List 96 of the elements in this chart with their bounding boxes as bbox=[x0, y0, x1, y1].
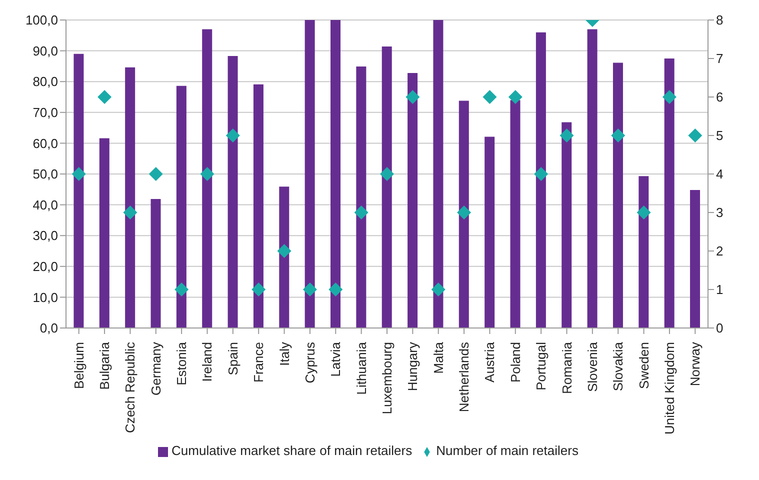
bar bbox=[510, 100, 520, 328]
y-tick-label: 10,0 bbox=[32, 290, 58, 305]
bar bbox=[150, 198, 161, 328]
point bbox=[534, 167, 548, 181]
x-tick-label: Czech Republic bbox=[122, 342, 138, 434]
point bbox=[328, 282, 343, 296]
x-tick-label: Malta bbox=[430, 341, 446, 374]
bar bbox=[125, 67, 136, 328]
bar bbox=[664, 58, 674, 328]
y2-tick-label: 7 bbox=[716, 51, 724, 66]
point bbox=[226, 128, 240, 142]
x-tick-label: Slovenia bbox=[584, 341, 600, 392]
bar bbox=[228, 56, 238, 328]
legend-label: Number of main retailers bbox=[436, 443, 578, 458]
bar bbox=[587, 29, 598, 328]
y2-tick-label: 6 bbox=[716, 90, 724, 105]
point bbox=[431, 282, 446, 296]
y2-tick-label: 1 bbox=[716, 282, 724, 298]
y2-tick-label: 8 bbox=[716, 12, 724, 28]
point bbox=[688, 128, 702, 142]
y2-tick-label: 3 bbox=[716, 205, 724, 220]
bar bbox=[433, 20, 444, 328]
point bbox=[636, 206, 651, 220]
legend-label: Cumulative market share of main retailers bbox=[172, 443, 412, 458]
x-tick-label: Luxembourg bbox=[380, 342, 394, 414]
x-tick-label: Italy bbox=[276, 342, 292, 366]
bar bbox=[99, 138, 110, 328]
y-tick-label: 40,0 bbox=[32, 197, 58, 212]
bar bbox=[690, 190, 700, 328]
point bbox=[252, 282, 266, 296]
x-tick-label: Norway bbox=[688, 342, 703, 386]
x-tick-label: Austria bbox=[482, 341, 498, 382]
bar bbox=[253, 84, 264, 328]
bar bbox=[562, 122, 572, 328]
point bbox=[662, 90, 676, 104]
x-tick-label: United Kingdom bbox=[662, 342, 677, 434]
point bbox=[72, 167, 86, 181]
point bbox=[302, 282, 317, 296]
point bbox=[354, 206, 368, 220]
point bbox=[148, 167, 163, 181]
y-tick-label: 80,0 bbox=[32, 74, 58, 90]
bar bbox=[536, 32, 546, 328]
x-tick-label: Lithuania bbox=[354, 341, 369, 395]
x-tick-label: Cyprus bbox=[302, 342, 318, 384]
point bbox=[277, 244, 292, 258]
bar bbox=[408, 72, 418, 328]
point bbox=[457, 206, 472, 220]
point bbox=[482, 90, 497, 104]
y-tick-label: 0,0 bbox=[40, 320, 58, 336]
x-tick-label: France bbox=[251, 342, 266, 382]
point bbox=[611, 128, 626, 142]
bar bbox=[356, 66, 366, 328]
y2-tick-label: 4 bbox=[716, 166, 724, 182]
bar bbox=[202, 29, 212, 328]
point bbox=[123, 206, 138, 220]
point bbox=[174, 282, 189, 296]
point bbox=[508, 90, 522, 104]
x-tick-label: Netherlands bbox=[456, 342, 472, 412]
bar bbox=[74, 54, 84, 328]
point bbox=[200, 167, 214, 181]
x-tick-label: Estonia bbox=[174, 341, 190, 386]
x-tick-label: Portugal bbox=[534, 342, 549, 390]
y-tick-label: 70,0 bbox=[32, 105, 58, 120]
y-tick-label: 30,0 bbox=[32, 228, 58, 244]
bar bbox=[330, 20, 341, 328]
bar bbox=[304, 20, 315, 328]
bar bbox=[176, 86, 186, 328]
bar bbox=[612, 62, 623, 328]
x-tick-label: Bulgaria bbox=[97, 341, 112, 390]
y-tick-label: 50,0 bbox=[32, 166, 58, 182]
x-tick-label: Sweden bbox=[636, 342, 652, 389]
point bbox=[560, 128, 574, 142]
bar bbox=[458, 100, 469, 328]
x-tick-label: Slovakia bbox=[610, 341, 626, 392]
bar bbox=[638, 176, 649, 328]
y-tick-label: 90,0 bbox=[32, 43, 58, 58]
point bbox=[380, 167, 394, 181]
x-tick-label: Germany bbox=[148, 342, 164, 396]
y2-tick-label: 5 bbox=[716, 128, 724, 144]
x-tick-label: Belgium bbox=[71, 342, 86, 389]
y-tick-label: 100,0 bbox=[25, 12, 58, 28]
y2-tick-label: 0 bbox=[716, 320, 724, 336]
y-tick-label: 60,0 bbox=[32, 136, 58, 151]
x-tick-label: Ireland bbox=[200, 342, 215, 382]
x-tick-label: Poland bbox=[508, 342, 523, 382]
y2-tick-label: 2 bbox=[716, 244, 724, 259]
bar bbox=[382, 46, 392, 328]
y-tick-label: 20,0 bbox=[32, 259, 58, 274]
point bbox=[406, 90, 420, 104]
bar bbox=[279, 186, 290, 328]
x-tick-label: Hungary bbox=[405, 342, 420, 392]
x-tick-label: Romania bbox=[559, 341, 574, 394]
x-tick-label: Spain bbox=[225, 342, 240, 376]
bar bbox=[484, 136, 495, 328]
point bbox=[98, 90, 112, 104]
x-tick-label: Latvia bbox=[328, 341, 344, 377]
